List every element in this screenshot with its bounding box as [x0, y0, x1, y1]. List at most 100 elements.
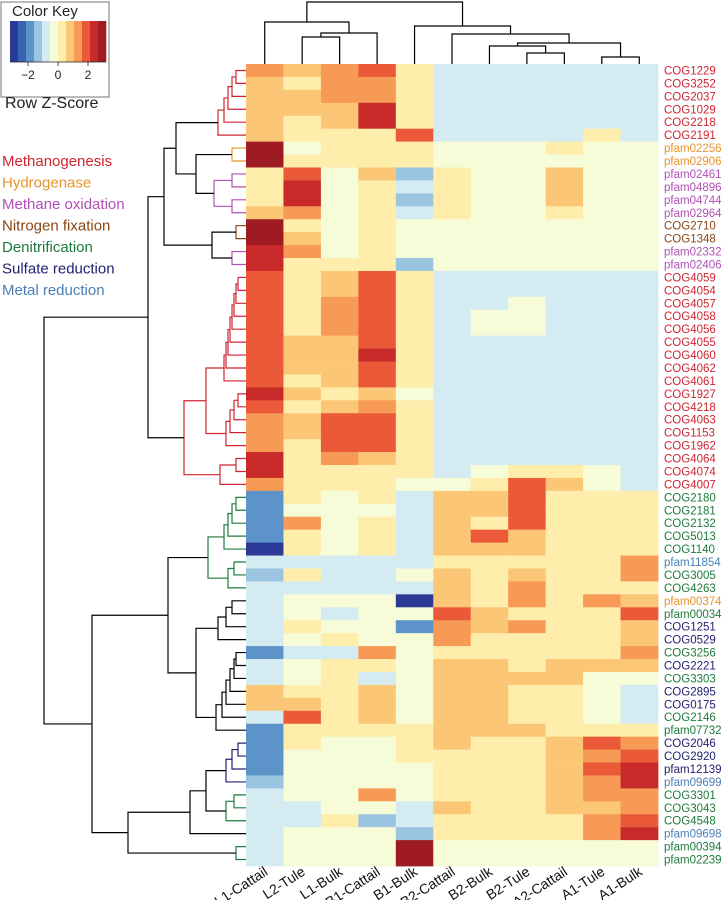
- heatmap-cell: [583, 684, 621, 699]
- heatmap-cell: [620, 452, 659, 466]
- heatmap-cell: [583, 581, 621, 595]
- heatmap-cell: [508, 322, 547, 337]
- heatmap-cell: [320, 814, 359, 828]
- heatmap-cell: [545, 697, 584, 712]
- heatmap-cell: [620, 581, 659, 595]
- legend-item: Methane oxidation: [2, 196, 125, 213]
- heatmap-cell: [508, 89, 547, 104]
- heatmap-cell: [320, 853, 359, 867]
- heatmap-cell: [246, 154, 284, 168]
- heatmap-cell: [508, 76, 547, 91]
- heatmap-cell: [320, 400, 359, 414]
- row-dendrogram-branch: [227, 512, 246, 537]
- heatmap-cell: [320, 128, 359, 143]
- heatmap-cell: [246, 659, 284, 673]
- heatmap-cell: [395, 258, 434, 272]
- heatmap-cell: [470, 335, 509, 349]
- category-legend: Methanogenesis Hydrogenase Methane oxidati…: [2, 153, 125, 299]
- heatmap-cell: [620, 193, 659, 207]
- heatmap-cell: [395, 620, 434, 634]
- heatmap-cell: [433, 814, 472, 828]
- row-dendrogram-branch: [223, 97, 246, 123]
- heatmap-cell: [358, 245, 397, 259]
- heatmap-cell: [283, 853, 322, 867]
- heatmap-cell: [583, 141, 621, 155]
- heatmap-cell: [395, 775, 434, 789]
- heatmap-cell: [508, 788, 547, 802]
- heatmap-cell: [246, 413, 284, 427]
- heatmap-cell: [433, 710, 472, 725]
- heatmap-cell: [395, 659, 434, 673]
- heatmap-cell: [320, 762, 359, 776]
- heatmap-cell: [283, 490, 322, 505]
- heatmap-cell: [320, 736, 359, 750]
- heatmap-cell: [320, 102, 359, 117]
- row-dendrogram-branch: [233, 561, 246, 576]
- heatmap-cell: [470, 141, 509, 155]
- heatmap-cell: [246, 568, 284, 582]
- heatmap-cell: [433, 283, 472, 298]
- color-key-segment: [18, 21, 27, 62]
- legend-item: Denitrification: [2, 239, 93, 256]
- heatmap-cell: [246, 516, 284, 531]
- row-label: COG4060: [664, 350, 716, 362]
- heatmap-cell: [395, 736, 434, 750]
- heatmap-cell: [358, 762, 397, 776]
- heatmap-cell: [545, 232, 584, 246]
- heatmap-cell: [320, 490, 359, 505]
- heatmap-cell: [320, 775, 359, 789]
- heatmap-cell: [246, 775, 284, 789]
- heatmap-cell: [545, 477, 584, 492]
- heatmap-cell: [508, 258, 547, 272]
- heatmap-cell: [583, 775, 621, 789]
- heatmap-cell: [508, 283, 547, 298]
- heatmap-cell: [320, 322, 359, 337]
- heatmap-cell: [246, 128, 284, 143]
- heatmap-cell: [320, 633, 359, 647]
- heatmap-cell: [246, 633, 284, 647]
- heatmap-cell: [470, 568, 509, 582]
- heatmap-cell: [358, 439, 397, 453]
- heatmap-cell: [246, 335, 284, 349]
- row-dendrogram-branch: [167, 556, 208, 674]
- heatmap-cell: [545, 801, 584, 815]
- heatmap-cell: [470, 659, 509, 673]
- row-dendrogram-branch: [205, 770, 226, 812]
- heatmap-cell: [583, 102, 621, 117]
- heatmap-cell: [433, 232, 472, 246]
- heatmap-cell: [433, 309, 472, 324]
- heatmap-cell: [583, 232, 621, 246]
- heatmap-cell: [433, 426, 472, 440]
- heatmap-cell: [283, 581, 322, 595]
- heatmap-cell: [320, 749, 359, 763]
- row-dendrogram-branch: [233, 399, 246, 421]
- heatmap-cell: [358, 426, 397, 440]
- heatmap-cell: [470, 439, 509, 453]
- heatmap-cell: [246, 749, 284, 763]
- heatmap-cell: [358, 296, 397, 311]
- heatmap-cell: [545, 335, 584, 349]
- heatmap-cell: [358, 542, 397, 556]
- heatmap-cell: [620, 840, 659, 854]
- heatmap-cell: [358, 322, 397, 337]
- heatmap-cell: [320, 684, 359, 699]
- row-dendrogram-branch: [227, 86, 246, 110]
- heatmap-cell: [583, 749, 621, 763]
- heatmap-cell: [433, 258, 472, 272]
- heatmap-cell: [246, 736, 284, 750]
- heatmap-cell: [283, 296, 322, 311]
- heatmap-cell: [283, 245, 322, 259]
- heatmap-cell: [283, 141, 322, 155]
- heatmap-cell: [470, 775, 509, 789]
- heatmap-cell: [545, 348, 584, 362]
- heatmap-cell: [358, 555, 397, 569]
- heatmap-cell: [470, 296, 509, 311]
- heatmap-cell: [470, 374, 509, 388]
- heatmap-cell: [246, 762, 284, 776]
- heatmap-cell: [508, 801, 547, 815]
- heatmap-cell: [395, 361, 434, 375]
- legend-item: Methanogenesis: [2, 153, 112, 170]
- heatmap-cell: [283, 413, 322, 427]
- heatmap-cell: [358, 853, 397, 867]
- heatmap-cell: [545, 620, 584, 634]
